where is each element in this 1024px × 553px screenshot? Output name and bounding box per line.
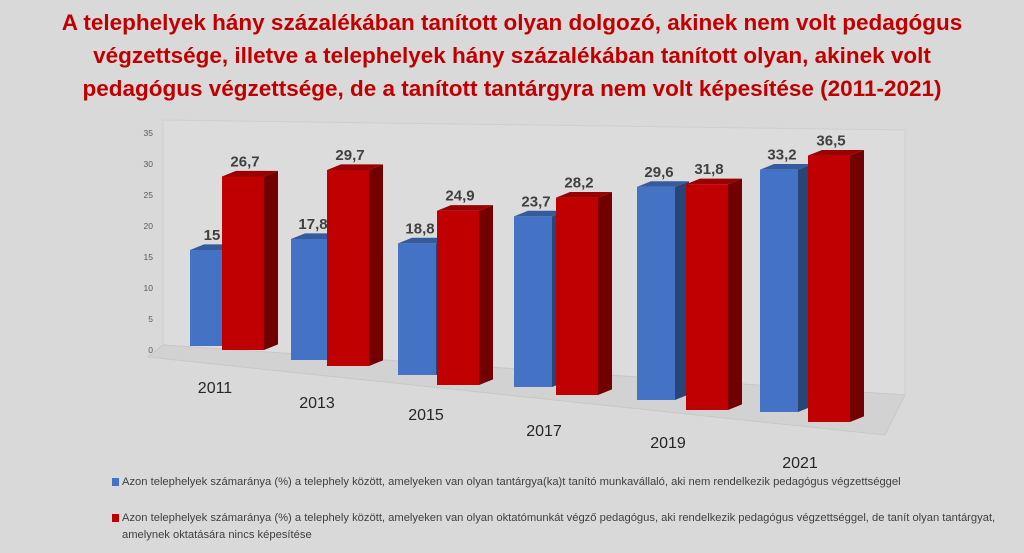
y-tick-label: 25 (144, 190, 154, 200)
x-tick-label-2021: 2021 (782, 455, 818, 472)
x-tick-label-2015: 2015 (408, 407, 444, 424)
chart-title-line-3: pedagógus végzettsége, de a tanított tan… (82, 76, 942, 101)
y-tick-label: 20 (144, 221, 154, 231)
bar-top-face (514, 210, 566, 217)
y-tick-label: 0 (148, 345, 153, 355)
data-label-2013-series-2: 29,7 (335, 147, 364, 164)
bar-2019-series-1 (637, 181, 689, 400)
bar-front-face (327, 169, 369, 366)
bar-front-face (637, 186, 675, 400)
chart-title: A telephelyek hány százalékában tanított… (0, 6, 1024, 105)
bar-side-face (598, 192, 612, 395)
chart-title-line-1: A telephelyek hány százalékában tanított… (61, 10, 963, 35)
bar-top-face (686, 178, 742, 185)
bar-top-face (808, 149, 864, 156)
legend-item-series-1: Azon telephelyek számaránya (%) a teleph… (112, 474, 1017, 491)
bar-2021-series-2 (808, 149, 864, 423)
bar-front-face (686, 184, 728, 410)
bar-2013-series-2 (327, 164, 383, 366)
data-label-2011-series-2: 26,7 (230, 153, 259, 170)
data-label-2011-series-1: 15 (204, 227, 221, 244)
data-label-2021-series-1: 33,2 (767, 147, 796, 164)
legend-swatch-blue (112, 478, 119, 486)
y-tick-label: 10 (144, 283, 154, 293)
bar-front-face (398, 243, 436, 375)
bar-side-face (850, 149, 864, 422)
data-label-2015-series-1: 18,8 (405, 220, 434, 237)
bar-side-face (369, 164, 383, 366)
bar-front-face (291, 238, 329, 360)
legend-item-series-2: Azon telephelyek számaránya (%) a teleph… (112, 510, 1017, 544)
bar-2021-series-1 (760, 164, 812, 412)
legend-label-series-2: Azon telephelyek számaránya (%) a teleph… (122, 512, 996, 541)
bar-top-face (437, 205, 493, 211)
bar-side-face (675, 181, 689, 400)
data-label-2015-series-2: 24,9 (445, 188, 474, 205)
bar-side-face (479, 205, 493, 385)
bar-front-face (222, 176, 264, 350)
y-tick-label: 15 (144, 252, 154, 262)
x-tick-label-2011: 2011 (198, 380, 233, 397)
bar-side-face (728, 178, 742, 410)
bar-2017-series-2 (556, 192, 612, 395)
bar-front-face (808, 155, 850, 423)
bar-front-face (556, 197, 598, 395)
data-label-2017-series-2: 28,2 (564, 175, 593, 192)
x-tick-label-2017: 2017 (526, 423, 562, 440)
data-label-2021-series-2: 36,5 (816, 133, 845, 150)
x-tick-label-2019: 2019 (650, 435, 686, 452)
bar-top-face (637, 181, 689, 187)
bar-front-face (437, 210, 479, 385)
bar-top-face (556, 192, 612, 198)
bar-2011-series-2 (222, 170, 278, 350)
data-label-2017-series-1: 23,7 (521, 193, 550, 210)
x-tick-label-2013: 2013 (299, 395, 335, 412)
data-label-2019-series-2: 31,8 (694, 161, 723, 178)
bar-front-face (190, 250, 228, 346)
bar-2019-series-2 (686, 178, 742, 410)
bar-front-face (514, 216, 552, 387)
bar-top-face (222, 170, 278, 177)
y-tick-label: 30 (144, 159, 154, 169)
bar-2015-series-2 (437, 205, 493, 385)
y-tick-label: 5 (148, 314, 153, 324)
legend-label-series-1: Azon telephelyek számaránya (%) a teleph… (122, 476, 901, 488)
data-label-2013-series-1: 17,8 (298, 216, 327, 233)
bar-front-face (760, 169, 798, 412)
bar-top-face (327, 164, 383, 170)
bar-top-face (760, 164, 812, 170)
data-label-2019-series-1: 29,6 (644, 164, 673, 181)
bar-side-face (264, 170, 278, 350)
y-tick-label: 35 (144, 128, 154, 138)
chart-title-line-2: végzettsége, illetve a telephelyek hány … (93, 43, 931, 68)
legend-swatch-red (112, 514, 119, 522)
